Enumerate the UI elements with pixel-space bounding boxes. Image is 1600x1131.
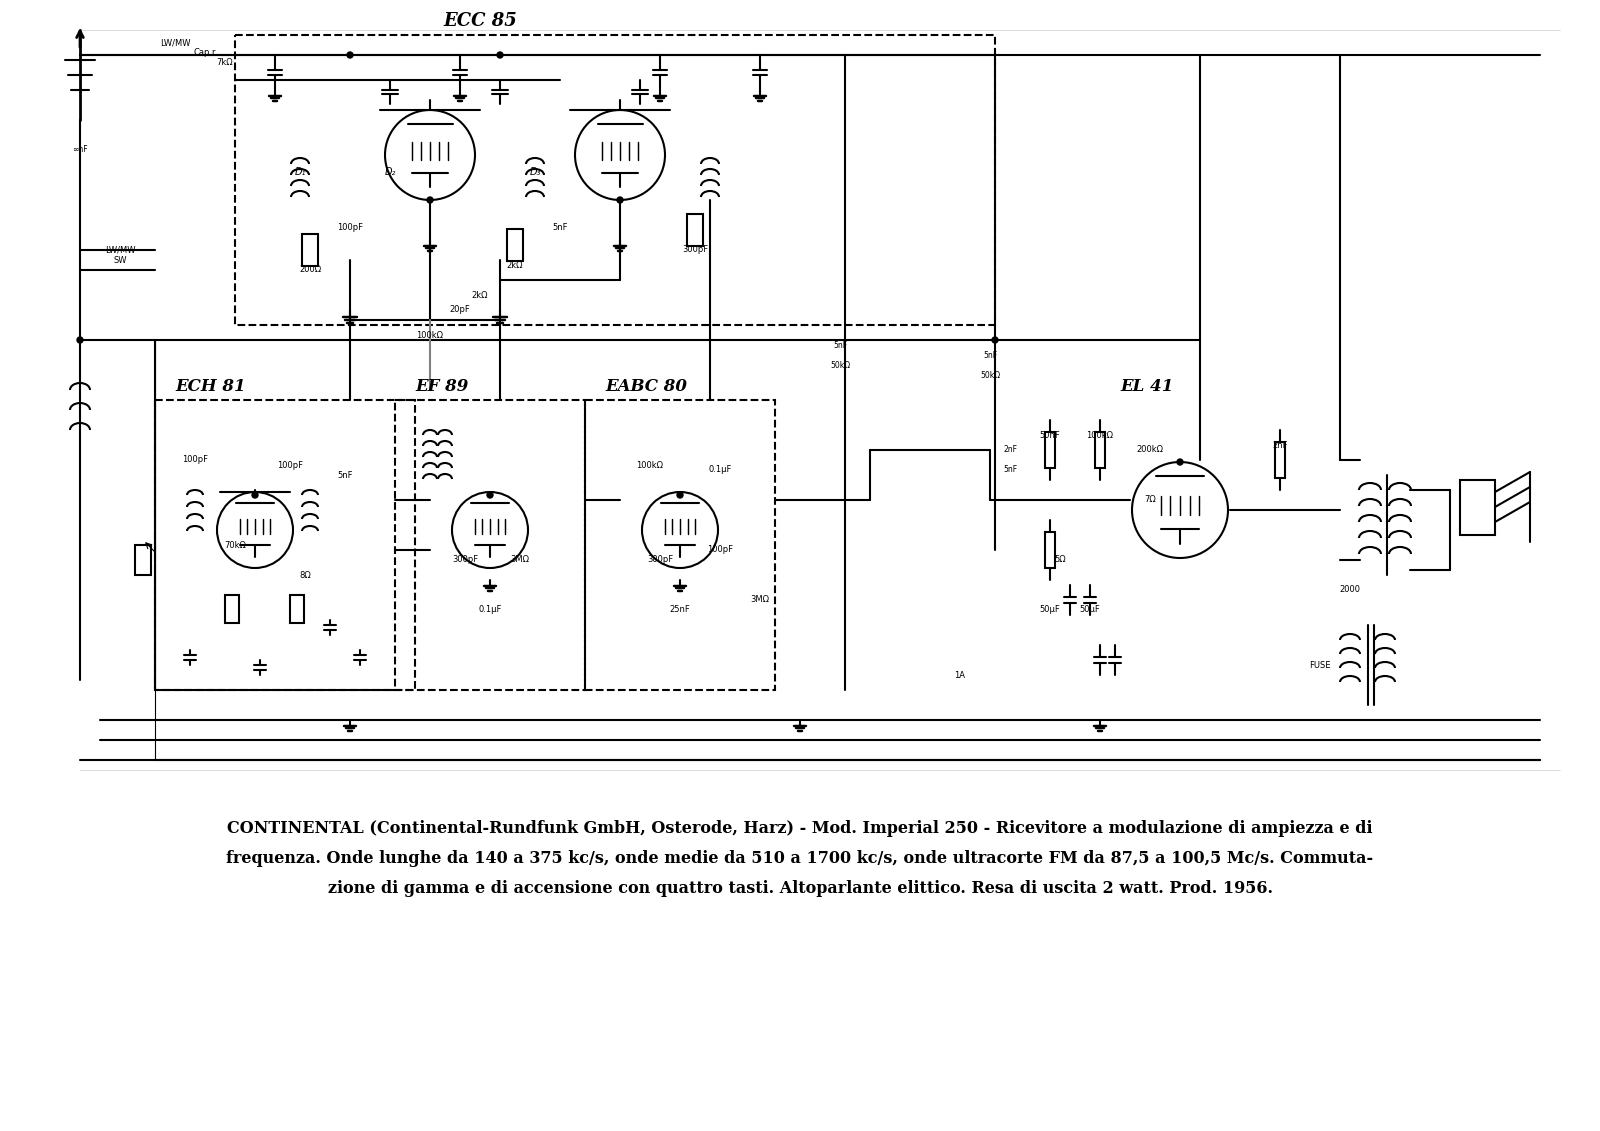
Bar [1459,480,1494,535]
Bar [1045,532,1054,568]
Text: 0.1μF: 0.1μF [478,605,502,614]
Text: 100pF: 100pF [182,456,208,465]
Text: 200Ω: 200Ω [299,266,322,275]
Text: 100pF: 100pF [277,460,302,469]
Bar [1094,432,1106,468]
Text: 300pF: 300pF [646,555,674,564]
Text: 100kΩ: 100kΩ [416,330,443,339]
Text: 50kΩ: 50kΩ [979,371,1000,380]
Text: zione di gamma e di accensione con quattro tasti. Altoparlante elittico. Resa di: zione di gamma e di accensione con quatt… [328,880,1272,897]
Text: 2nF: 2nF [1272,440,1288,449]
Text: 25nF: 25nF [670,605,690,614]
Bar [1045,432,1054,468]
Bar [586,400,774,690]
Text: D₃: D₃ [530,167,541,176]
Text: LW/MW: LW/MW [160,38,190,48]
Circle shape [427,197,434,202]
Text: 20pF: 20pF [450,305,470,314]
Text: 100pF: 100pF [707,545,733,554]
Text: 100kΩ: 100kΩ [1086,431,1114,440]
Text: 0.1μF: 0.1μF [709,466,731,475]
Bar [290,595,304,623]
Bar [686,214,702,247]
Text: EF 89: EF 89 [414,378,469,395]
Text: Cap.r: Cap.r [194,48,216,57]
Text: 50nF: 50nF [1040,431,1061,440]
Text: LW/MW
SW: LW/MW SW [104,245,136,265]
Circle shape [574,110,666,200]
Text: 7kΩ: 7kΩ [216,58,234,67]
Text: 5nF: 5nF [338,470,352,480]
Text: 300pF: 300pF [451,555,478,564]
Text: 70kΩ: 70kΩ [224,541,246,550]
Bar [226,595,238,623]
Text: 100pF: 100pF [338,224,363,233]
Circle shape [218,492,293,568]
Circle shape [1133,461,1229,558]
Circle shape [77,337,83,343]
Text: CONTINENTAL (Continental-Rundfunk GmbH, Osterode, Harz) - Mod. Imperial 250 - Ri: CONTINENTAL (Continental-Rundfunk GmbH, … [227,820,1373,837]
Circle shape [253,492,258,498]
Text: ∞nF: ∞nF [72,146,88,155]
Text: 200kΩ: 200kΩ [1136,446,1163,455]
Circle shape [677,492,683,498]
Text: 300pF: 300pF [682,245,709,254]
Bar [507,228,523,261]
Text: EL 41: EL 41 [1120,378,1173,395]
Bar [155,400,414,690]
Circle shape [386,110,475,200]
Text: D₂: D₂ [384,167,395,176]
Text: 2kΩ: 2kΩ [507,260,523,269]
Circle shape [642,492,718,568]
Text: 50μF: 50μF [1040,605,1061,614]
Text: 2nF: 2nF [1003,446,1018,455]
Circle shape [992,337,998,343]
Circle shape [618,197,622,202]
Text: ECC 85: ECC 85 [443,12,517,31]
Circle shape [498,52,502,58]
Text: 5nF: 5nF [1003,466,1018,475]
Bar [235,35,995,325]
Text: EABC 80: EABC 80 [605,378,686,395]
Text: 5nF: 5nF [982,351,997,360]
Bar [1275,442,1285,478]
Text: frequenza. Onde lunghe da 140 a 375 kc/s, onde medie da 510 a 1700 kc/s, onde ul: frequenza. Onde lunghe da 140 a 375 kc/s… [227,851,1373,867]
Text: ECH 81: ECH 81 [174,378,246,395]
Text: 5Ω: 5Ω [1054,555,1066,564]
Circle shape [486,492,493,498]
Text: 1A: 1A [955,671,965,680]
Text: 7Ω: 7Ω [1144,495,1155,504]
Bar [302,234,318,266]
Circle shape [1178,459,1182,465]
Text: 2000: 2000 [1339,586,1360,595]
Circle shape [347,52,354,58]
Text: 5nF: 5nF [552,224,568,233]
Text: 100kΩ: 100kΩ [637,460,664,469]
Text: 50kΩ: 50kΩ [830,361,850,370]
Circle shape [453,492,528,568]
Text: 50μF: 50μF [1080,605,1101,614]
Text: FUSE: FUSE [1309,661,1331,670]
Text: 5nF: 5nF [834,340,846,349]
Bar [134,545,150,575]
Text: 8Ω: 8Ω [299,570,310,579]
Text: 2kΩ: 2kΩ [472,291,488,300]
Bar [395,400,586,690]
Text: 3MΩ: 3MΩ [510,555,530,564]
Text: 3MΩ: 3MΩ [750,596,770,604]
Text: D₁: D₁ [294,167,306,176]
